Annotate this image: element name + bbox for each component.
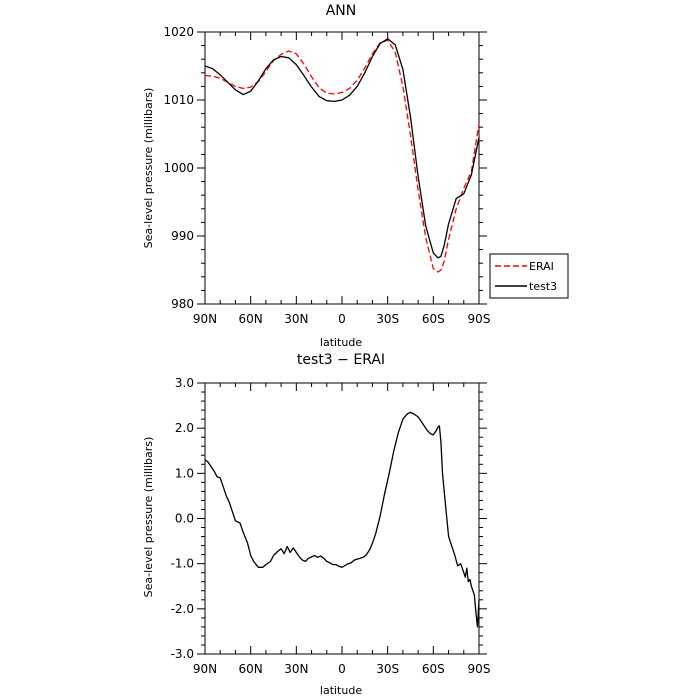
legend-label-test3: test3 bbox=[529, 280, 557, 293]
x-tick-label-bottom: 0 bbox=[338, 662, 346, 676]
chart-title-bottom: test3 − ERAI bbox=[297, 352, 385, 368]
x-tick-label-bottom: 90S bbox=[468, 662, 491, 676]
y-tick-label-top: 980 bbox=[171, 297, 194, 311]
y-tick-label-bottom: 3.0 bbox=[175, 376, 194, 390]
x-tick-label-bottom: 90N bbox=[193, 662, 217, 676]
y-tick-label-top: 1000 bbox=[163, 161, 194, 175]
plot-frame-bottom bbox=[204, 382, 480, 655]
y-tick-label-bottom: 2.0 bbox=[175, 421, 194, 435]
x-tick-label-top: 90N bbox=[193, 312, 217, 326]
plot-frame-top bbox=[204, 31, 480, 305]
x-tick-label-bottom: 30S bbox=[376, 662, 399, 676]
x-tick-label-top: 30N bbox=[284, 312, 308, 326]
y-tick-label-top: 990 bbox=[171, 229, 194, 243]
x-tick-label-top: 60N bbox=[239, 312, 263, 326]
y-tick-label-bottom: 0.0 bbox=[175, 512, 194, 526]
x-axis-label-bottom: latitude bbox=[320, 684, 362, 697]
series-line-top-erai bbox=[204, 39, 480, 273]
legend-box bbox=[489, 253, 569, 299]
x-tick-label-bottom: 60N bbox=[239, 662, 263, 676]
y-tick-label-top: 1010 bbox=[163, 93, 194, 107]
x-tick-label-top: 90S bbox=[468, 312, 491, 326]
x-tick-label-top: 0 bbox=[338, 312, 346, 326]
y-tick-label-bottom: -1.0 bbox=[171, 557, 194, 571]
bottom-panel: 90N 60N 30N 0 30S 60S 90S -3.0 -2.0 -1.0 0.0 1.0 2.0… bbox=[171, 376, 491, 676]
top-panel: 90N 60N 30N 0 30S 60S 90S 980 990 1000 1010 1020 bbox=[163, 25, 490, 326]
y-tick-label-top: 1020 bbox=[163, 25, 194, 39]
y-tick-label-bottom: -2.0 bbox=[171, 602, 194, 616]
chart-title-top: ANN bbox=[326, 3, 357, 19]
legend-label-erai: ERAI bbox=[529, 260, 554, 273]
x-tick-label-bottom: 60S bbox=[422, 662, 445, 676]
x-axis-label-top: latitude bbox=[320, 336, 362, 349]
y-axis-label-bottom: Sea-level pressure (millibars) bbox=[142, 437, 155, 598]
legend: ERAI test3 bbox=[489, 253, 569, 299]
series-line-top-test3 bbox=[204, 38, 480, 259]
x-tick-label-top: 60S bbox=[422, 312, 445, 326]
y-tick-label-bottom: -3.0 bbox=[171, 647, 194, 661]
x-tick-label-bottom: 30N bbox=[284, 662, 308, 676]
y-axis-label-top: Sea-level pressure (millibars) bbox=[142, 88, 155, 249]
series-line-bottom-difference bbox=[204, 411, 480, 628]
x-tick-label-top: 30S bbox=[376, 312, 399, 326]
y-tick-label-bottom: 1.0 bbox=[175, 466, 194, 480]
